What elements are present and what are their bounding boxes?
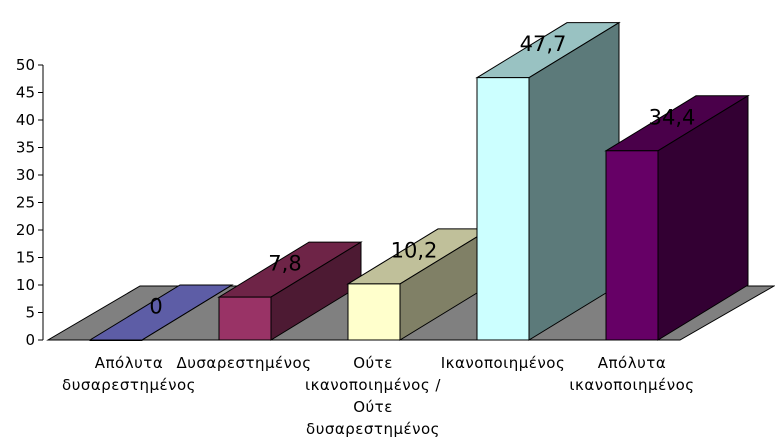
- y-tick-label: 10: [16, 276, 35, 294]
- y-tick-label: 40: [16, 111, 35, 129]
- y-tick-label: 35: [16, 139, 35, 157]
- bar-value-label: 47,7: [520, 32, 567, 56]
- x-category-label: Ικανοποιημένος: [441, 354, 566, 372]
- y-tick-label: 20: [16, 221, 35, 239]
- bar: [475, 21, 621, 341]
- y-tick-label: 45: [16, 84, 35, 102]
- bar-front-face: [218, 296, 272, 341]
- bar-value-label: 10,2: [391, 238, 438, 262]
- y-tick-label: 50: [16, 56, 35, 74]
- bar-value-label: 34,4: [649, 105, 696, 129]
- y-tick-label: 25: [16, 194, 35, 212]
- y-tick-label: 15: [16, 249, 35, 267]
- bar: [604, 94, 750, 341]
- y-ticks: 0 5 10 15 20 25 30 35 40 45 50: [16, 56, 43, 349]
- y-axis: 0 5 10 15 20 25 30 35 40 45 50: [16, 56, 44, 349]
- bar-front-face: [476, 77, 530, 341]
- y-tick-label: 5: [25, 304, 35, 322]
- bar-front-face: [605, 150, 659, 341]
- bar-value-label: 0: [149, 295, 162, 319]
- data-labels: 0 7,8 10,2 47,7 34,4: [149, 32, 695, 318]
- y-tick-label: 30: [16, 166, 35, 184]
- bar-front-face: [89, 339, 143, 341]
- bar-value-label: 7,8: [268, 252, 301, 276]
- x-category-label: Δυσαρεστημένος: [176, 354, 311, 372]
- bar-front-face: [347, 283, 401, 341]
- x-category-label: Ούτε ικανοποιημένος / Ούτε δυσαρεστημένος: [305, 354, 441, 438]
- x-category-label: Απόλυτα ικανοποιημένος: [569, 354, 694, 394]
- bar: [88, 284, 234, 341]
- x-category-label: Απόλυτα δυσαρεστημένος: [62, 354, 196, 394]
- bar: [346, 228, 492, 341]
- bars: [88, 21, 750, 341]
- bar-side-face: [141, 284, 233, 341]
- y-tick-label: 0: [25, 331, 35, 349]
